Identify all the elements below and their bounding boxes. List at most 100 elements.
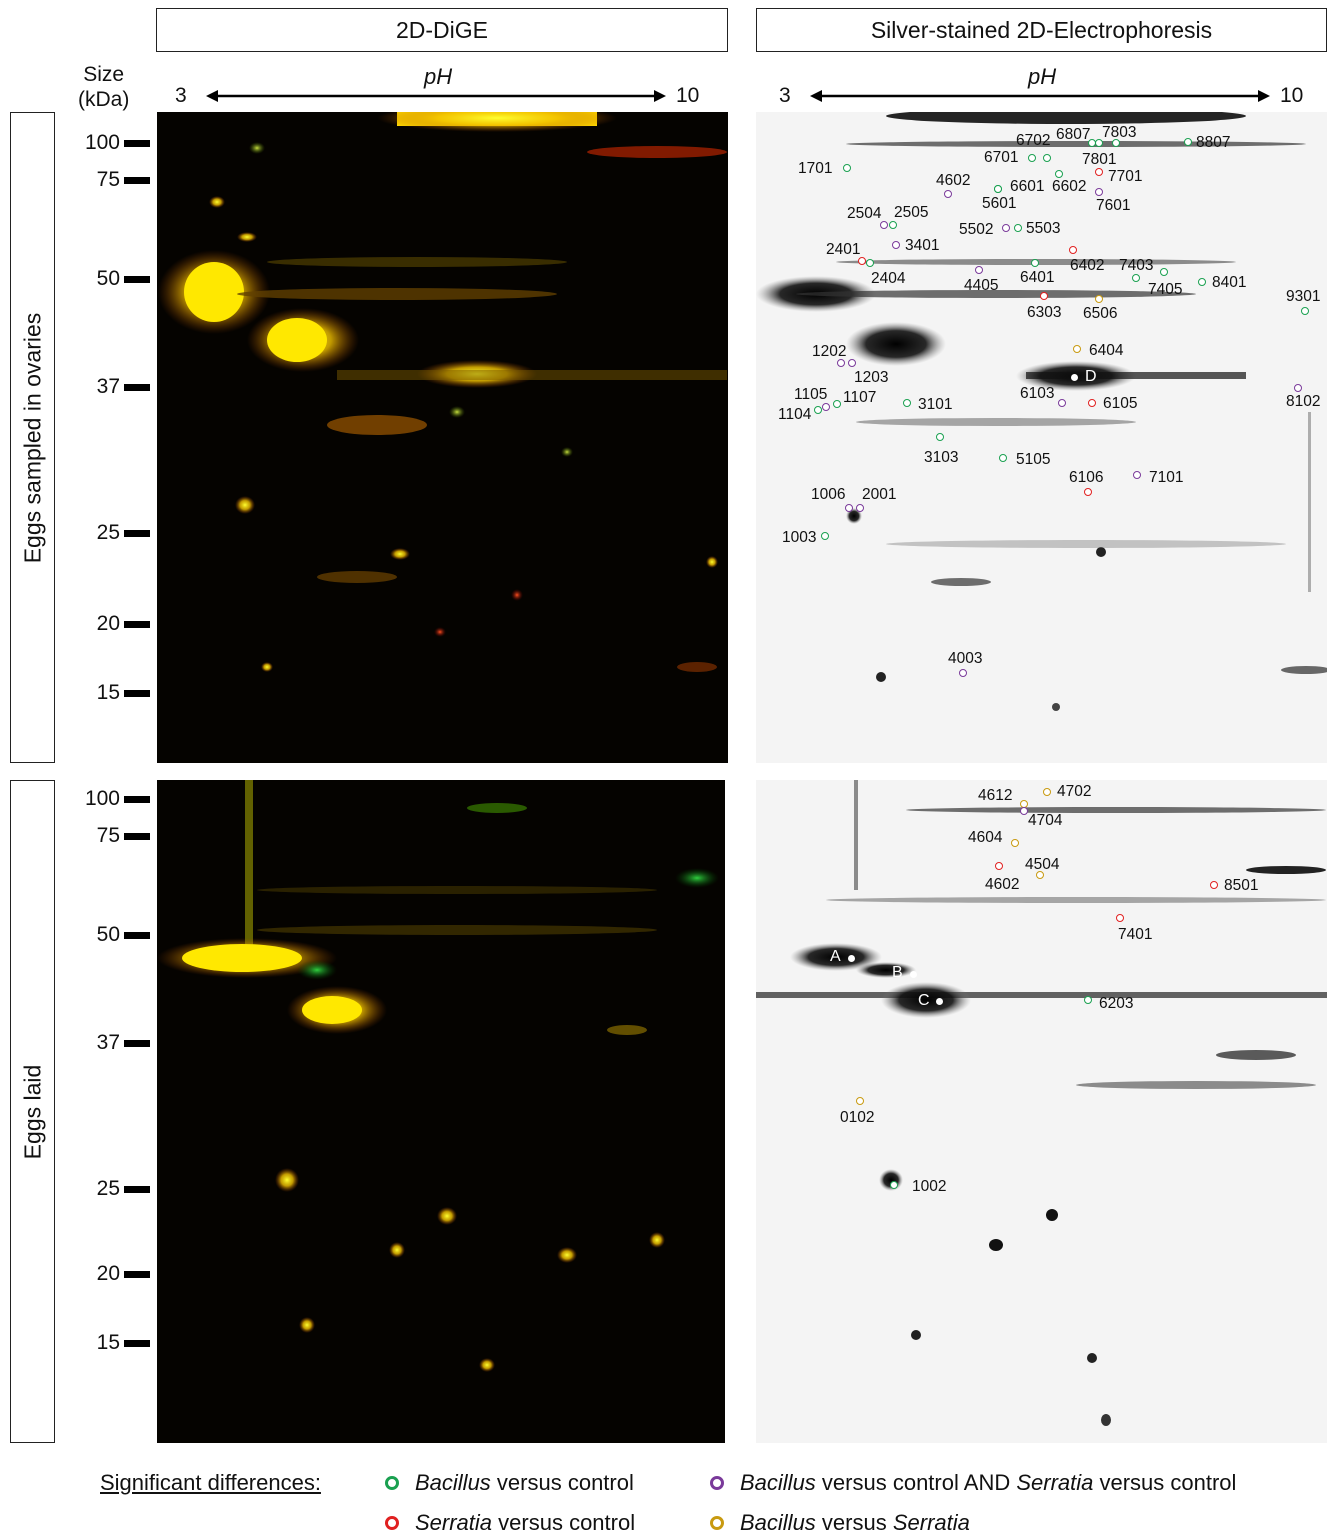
spot-marker	[994, 185, 1002, 193]
spot-label: 1202	[812, 343, 847, 360]
spot-marker	[814, 406, 822, 414]
spot-label: 8807	[1196, 134, 1231, 151]
spot-marker	[1014, 224, 1022, 232]
spot-marker	[1301, 307, 1309, 315]
spot-label: 2504	[847, 205, 882, 222]
ph-min-dige: 3	[175, 84, 187, 107]
spot-marker	[1294, 384, 1302, 392]
spot-label: 4704	[1028, 812, 1063, 829]
spot-label: 1203	[854, 369, 889, 386]
spot-marker	[866, 259, 874, 267]
spot-label: 1104	[778, 406, 812, 423]
green-ring-icon	[385, 1476, 399, 1490]
landmark-dot	[1071, 374, 1078, 381]
ph-min-silver: 3	[779, 84, 791, 107]
dige-header: 2D-DiGE	[156, 8, 728, 52]
dige-gel-ovaries	[157, 112, 728, 763]
size-axis-label: Size (kDa)	[78, 62, 129, 112]
spot-marker	[856, 1097, 864, 1105]
legend-item-bac-vs-ser: Bacillus versus Serratia	[710, 1510, 970, 1536]
landmark-label: B	[892, 964, 903, 981]
spot-marker	[1084, 488, 1092, 496]
spot-marker	[1011, 839, 1019, 847]
ph-axis-silver: 3 pH 10	[774, 64, 1314, 110]
spot-label: 7701	[1108, 168, 1143, 185]
spot-marker	[858, 257, 866, 265]
spot-label: 8501	[1224, 877, 1259, 894]
spot-label: 4003	[948, 650, 983, 667]
row-label-ovaries-text: Eggs sampled in ovaries	[19, 312, 45, 563]
size-tick-label: 50	[96, 267, 120, 290]
ph-label-silver: pH	[1028, 64, 1057, 89]
spot-marker	[1095, 139, 1103, 147]
spot-label: 7803	[1102, 124, 1137, 141]
spot-label: 6701	[984, 149, 1019, 166]
size-tick-top-15: 15	[78, 681, 150, 705]
size-tick-label: 25	[96, 521, 120, 544]
spot-label: 2401	[826, 241, 861, 258]
spot-marker	[995, 862, 1003, 870]
size-tick-label: 20	[96, 612, 120, 635]
size-tick-bar	[124, 176, 150, 184]
size-tick-bar	[124, 275, 150, 283]
spot-overlay-ovaries: 8807 6702 6807 7803 1701 6701 7801 7701 4602 6601…	[756, 112, 1327, 763]
legend-text: versus control AND	[815, 1470, 1017, 1495]
landmark-dot	[848, 955, 855, 962]
landmark-label: A	[830, 948, 841, 965]
ph-axis-dige: 3 pH 10	[170, 64, 710, 110]
spot-marker	[1198, 278, 1206, 286]
size-tick-bar	[124, 383, 150, 391]
size-tick-bar	[124, 689, 150, 697]
size-tick-top-20: 20	[78, 612, 150, 636]
spot-label: 6506	[1083, 305, 1118, 322]
spot-label: 5502	[959, 221, 994, 238]
size-tick-bar	[124, 832, 150, 840]
ph-arrow-silver	[810, 90, 1270, 102]
size-tick-label: 100	[84, 131, 120, 154]
ph-label-dige: pH	[424, 64, 453, 89]
spot-marker	[944, 190, 952, 198]
gold-ring-icon	[710, 1516, 724, 1530]
spot-label: 4504	[1025, 856, 1060, 873]
spot-label: 7401	[1118, 926, 1153, 943]
row-label-ovaries: Eggs sampled in ovaries	[10, 112, 55, 763]
spot-marker	[880, 221, 888, 229]
size-tick-bar	[124, 139, 150, 147]
spot-marker	[1002, 224, 1010, 232]
spot-label: 4405	[964, 277, 999, 294]
size-tick-top-75: 75	[78, 168, 150, 192]
spot-marker	[1036, 871, 1044, 879]
size-tick-bar	[124, 529, 150, 537]
size-tick-bottom-20: 20	[78, 1262, 150, 1286]
spot-marker	[1112, 139, 1120, 147]
spot-marker	[1040, 292, 1048, 300]
size-tick-top-50: 50	[78, 267, 150, 291]
spot-marker	[1095, 168, 1103, 176]
spot-label: 7403	[1119, 257, 1154, 274]
spot-label: 2001	[862, 486, 897, 503]
landmark-dot	[936, 998, 943, 1005]
spot-label: 6401	[1020, 269, 1055, 286]
row-label-laid-text: Eggs laid	[19, 1064, 45, 1159]
spot-marker	[837, 359, 845, 367]
size-tick-label: 15	[96, 681, 120, 704]
spot-label: 7405	[1148, 281, 1183, 298]
spot-label: 9301	[1286, 288, 1321, 305]
spot-label: 8401	[1212, 274, 1247, 291]
spot-marker	[1184, 138, 1192, 146]
spot-marker	[843, 164, 851, 172]
size-tick-label: 25	[96, 1177, 120, 1200]
spot-label: 4602	[936, 172, 971, 189]
spot-marker	[1116, 914, 1124, 922]
legend-italic: Bacillus	[740, 1470, 816, 1495]
spot-label: 1701	[798, 160, 833, 177]
spot-marker	[936, 433, 944, 441]
spot-marker	[1132, 274, 1140, 282]
size-tick-bar	[124, 1339, 150, 1347]
red-ring-icon	[385, 1516, 399, 1530]
spot-marker	[1160, 268, 1168, 276]
spot-label: 4702	[1057, 783, 1092, 800]
legend-italic: Bacillus	[415, 1470, 491, 1495]
spot-label: 3103	[924, 449, 959, 466]
size-tick-top-37: 37	[78, 375, 150, 399]
